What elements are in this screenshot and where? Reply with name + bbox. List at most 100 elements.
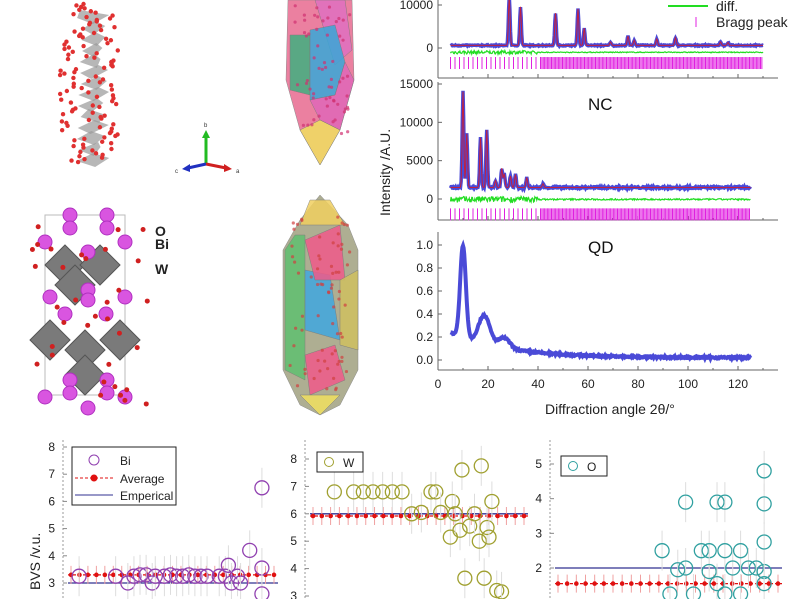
atom xyxy=(303,372,307,376)
oxygen-atom xyxy=(71,143,76,149)
bvs-point xyxy=(717,494,733,510)
bvs-point xyxy=(365,484,381,500)
legend-marker xyxy=(568,461,578,471)
oxygen-atom xyxy=(85,322,91,328)
average-point xyxy=(555,581,561,586)
average-point xyxy=(381,513,386,519)
oxygen-atom xyxy=(94,19,99,24)
average-point xyxy=(495,513,500,519)
bvs-point xyxy=(677,560,694,576)
bvs-point xyxy=(709,494,725,510)
atom xyxy=(316,314,320,318)
atom xyxy=(301,123,305,127)
bvs-point xyxy=(384,484,400,500)
oxygen-atom xyxy=(104,299,110,305)
oxygen-atom xyxy=(59,97,64,102)
y-tick-label: 5 xyxy=(290,534,297,548)
legend-bi-marker xyxy=(88,454,100,466)
bvs-point xyxy=(355,484,371,500)
average-point xyxy=(739,581,744,586)
y-tick-label: 5000 xyxy=(406,154,433,168)
oxygen-atom xyxy=(110,98,115,104)
oxygen-atom xyxy=(54,304,60,310)
average-point xyxy=(85,572,91,578)
bvs-point xyxy=(175,568,191,584)
bismuth-atom xyxy=(80,292,96,308)
atom xyxy=(295,384,300,388)
panel-title-qd: QD xyxy=(588,238,614,257)
oxygen-atom xyxy=(102,113,107,118)
atom xyxy=(335,332,340,336)
oxygen-atom xyxy=(103,36,109,41)
atom xyxy=(304,81,309,85)
bvs-point xyxy=(181,567,197,583)
oxygen-atom xyxy=(69,109,75,114)
atom xyxy=(324,97,328,101)
oxygen-atom xyxy=(81,43,86,49)
atom xyxy=(340,359,344,364)
average-point xyxy=(583,581,588,586)
bvs-point xyxy=(670,562,686,578)
atom xyxy=(292,344,296,348)
crystal-facet xyxy=(289,34,311,96)
oxygen-atom xyxy=(62,42,67,47)
atom xyxy=(326,367,330,371)
bvs-point xyxy=(187,568,203,584)
average-point xyxy=(407,513,413,519)
oxygen-atom xyxy=(68,100,74,105)
atom xyxy=(331,322,335,326)
atom xyxy=(339,247,344,251)
oxygen-atom xyxy=(86,90,91,95)
atom xyxy=(316,358,320,363)
bvs-point xyxy=(126,568,142,584)
legend-box xyxy=(560,455,608,477)
atom xyxy=(327,5,332,9)
atom xyxy=(345,223,349,227)
oxygen-atom xyxy=(60,264,66,270)
y-tick-label: 4 xyxy=(535,492,542,506)
average-point xyxy=(389,513,395,519)
atom xyxy=(333,349,337,353)
atom xyxy=(325,387,329,391)
average-point xyxy=(110,572,116,578)
average-point xyxy=(601,581,607,586)
atom xyxy=(338,80,342,84)
oxygen-atom xyxy=(100,139,105,144)
bvs-point xyxy=(473,458,489,474)
oxygen-atom xyxy=(135,258,141,264)
bvs-point xyxy=(466,506,483,522)
oxygen-atom xyxy=(79,85,84,91)
bismuth-atom xyxy=(57,306,73,322)
tungsten-octahedron xyxy=(29,319,71,361)
average-point xyxy=(246,572,251,578)
oxygen-atom xyxy=(144,298,150,304)
oxygen-atom xyxy=(75,159,81,165)
bvs-point xyxy=(413,504,429,521)
x-tick-label: 80 xyxy=(631,377,645,391)
average-point xyxy=(195,572,201,578)
average-point xyxy=(271,572,277,578)
oxygen-atom xyxy=(74,3,79,8)
oxygen-atom xyxy=(58,68,63,73)
oxygen-atom xyxy=(108,83,114,88)
oxygen-atom xyxy=(73,297,79,303)
bvs-point xyxy=(254,480,270,496)
atom xyxy=(337,289,341,294)
atom xyxy=(330,352,334,356)
y-tick-label: 8 xyxy=(290,452,297,466)
atom xyxy=(320,67,324,71)
atom xyxy=(308,87,312,91)
atom xyxy=(312,376,316,381)
average-point xyxy=(372,513,377,519)
atom xyxy=(336,102,340,106)
average-point xyxy=(647,581,652,586)
average-point xyxy=(345,513,351,519)
oxygen-atom xyxy=(70,49,75,55)
bvs-point xyxy=(138,567,154,583)
bismuth-atom xyxy=(62,385,78,401)
oxygen-atom xyxy=(98,392,104,398)
atom xyxy=(293,4,297,8)
oxygen-atom xyxy=(110,64,115,69)
bvs-point xyxy=(732,543,749,559)
atom xyxy=(312,56,316,60)
